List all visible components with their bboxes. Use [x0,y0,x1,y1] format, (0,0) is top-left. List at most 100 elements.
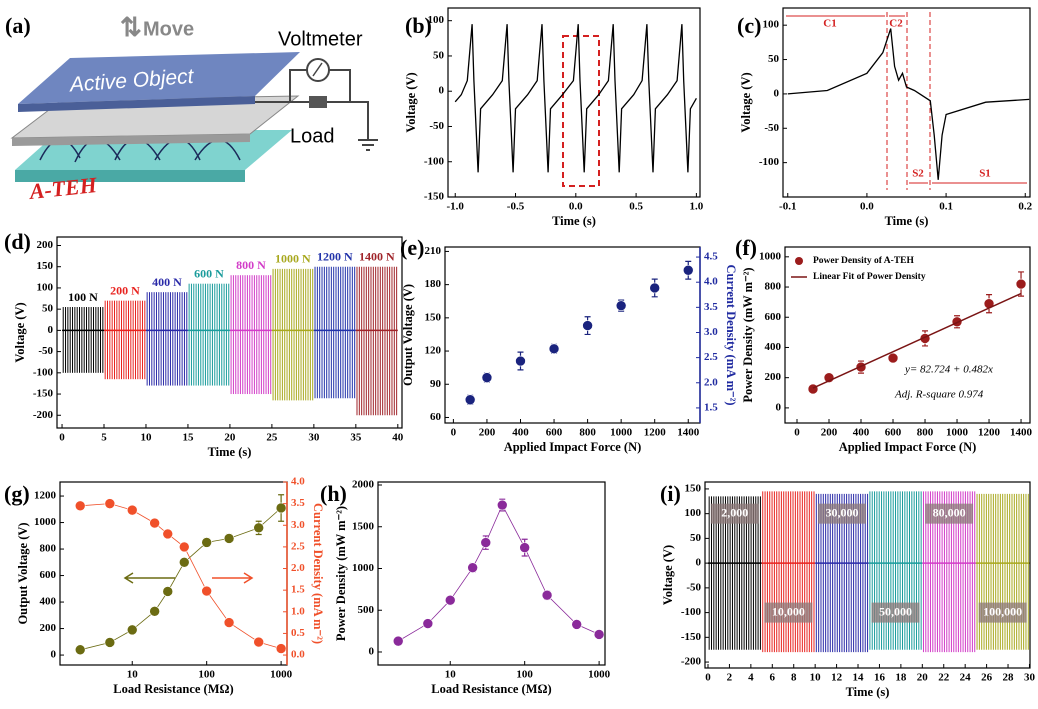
x-axis-label: Load Resistance (MΩ) [431,682,551,696]
y-tick-label: 1200 [34,490,57,502]
y-tick-label: 210 [425,245,442,257]
x-tick-label: 20 [224,432,236,444]
y-tick-label: 150 [37,260,54,272]
y-tick-label: 200 [37,239,54,251]
y-tick-label: 0 [439,85,445,97]
segment-label: 80,000 [933,505,966,519]
y-tick-label: 100 [685,507,702,519]
y2-tick-label: 1.0 [291,605,305,617]
segment-label: 600 N [194,266,224,280]
x-tick-label: 1200 [978,427,1001,439]
y2-tick-label: 1.5 [704,401,718,413]
x-tick-label: 800 [579,427,596,439]
x-tick-label: 1000 [588,669,611,681]
x-tick-label: 1.0 [690,201,704,213]
y-tick-label: -150 [424,191,445,203]
y-tick-label: 60 [430,411,442,423]
y2-tick-label: 4.0 [704,276,718,288]
y-tick-label: -100 [759,156,780,168]
y-axis-label: Output Voltage (V) [16,522,30,624]
point [682,264,694,276]
point [467,562,478,573]
move-label: Move [143,18,194,40]
y2-tick-label: 3.5 [704,301,718,313]
y2-axis-label: Current Density (mA m⁻²) [724,265,738,406]
plot-frame [782,7,1031,198]
y-tick-label: 600 [40,569,57,581]
y-tick-label: 100 [37,281,54,293]
segment-label: 10,000 [772,604,805,618]
x-tick-label: 2 [727,672,733,684]
x-tick-label: 20 [917,672,929,684]
x-axis-label: Time (s) [552,214,596,228]
point [178,557,190,568]
x-tick-label: 26 [981,672,993,684]
y-tick-label: 100 [428,14,445,26]
y-tick-label: -50 [764,122,779,134]
x-tick-label: 1000 [610,427,633,439]
panel-label: (i) [660,481,681,506]
connector [80,503,282,649]
schematic: (a) ⇅ Move Active Object Voltmeter Load … [5,13,378,204]
annotation: S1 [979,168,991,180]
plot-frame [444,246,701,424]
y-tick-label: 150 [685,482,702,494]
y-tick-label: 120 [425,345,442,357]
point [74,644,86,656]
plot-frame [447,7,701,198]
x-tick-label: -0.1 [779,201,796,213]
x-tick-label: 40 [392,432,404,444]
y-tick-label: 400 [40,596,57,608]
x-tick-label: 100 [198,669,215,681]
y-tick-label: 1000 [352,562,375,574]
x-tick-label: 0 [59,432,65,444]
y-tick-label: 800 [765,281,782,293]
y-axis-label: Voltage (V) [739,72,753,132]
zoom-box [562,35,600,187]
x-tick-label: 400 [512,427,529,439]
point [162,586,174,597]
y2-tick-label: 3.0 [704,326,718,338]
y-tick-label: -200 [33,409,54,421]
y-axis-label: Output Voltage (V) [401,284,415,386]
y-tick-label: 1000 [34,516,57,528]
y-tick-label: 0 [51,649,57,661]
x-tick-label: 30 [1024,672,1036,684]
x-tick-label: 10 [445,669,457,681]
panel-label: (g) [4,481,30,506]
x-tick-label: 22 [938,672,950,684]
point [496,499,508,511]
y-axis-label: Power Density (mW m⁻²) [741,267,755,402]
x-tick-label: 24 [960,672,972,684]
segment-label: 2,000 [721,505,748,519]
label-box [817,503,866,524]
y2-tick-label: 0.5 [291,627,305,639]
y-tick-label: -100 [33,366,54,378]
segment-label: 1400 N [359,249,395,263]
point [392,635,404,647]
point [74,500,86,512]
panel-label: (e) [400,235,424,260]
y-axis-label: Voltage (V) [404,72,418,132]
legend-label: Power Density of A-TEH [813,256,914,266]
point [519,542,530,553]
plot-frame [377,481,606,666]
x-tick-label: 800 [917,427,934,439]
x-tick-label: -1.0 [447,201,465,213]
y-tick-label: 200 [765,371,782,383]
x-tick-label: 0.2 [1018,201,1032,213]
point [464,394,476,406]
y-tick-label: 1500 [352,520,375,532]
x-axis-label: Time (s) [885,214,929,228]
x-tick-label: 15 [182,432,194,444]
x-tick-label: 12 [831,672,843,684]
y-tick-label: -50 [686,581,701,593]
point [444,594,456,606]
legend-label: Linear Fit of Power Density [813,272,926,282]
x-tick-label: 6 [770,672,776,684]
y-tick-label: -150 [33,388,54,400]
panel-label: (a) [5,13,31,38]
segment-label: 400 N [152,275,182,289]
y-tick-label: 100 [763,19,780,31]
point [149,517,160,529]
